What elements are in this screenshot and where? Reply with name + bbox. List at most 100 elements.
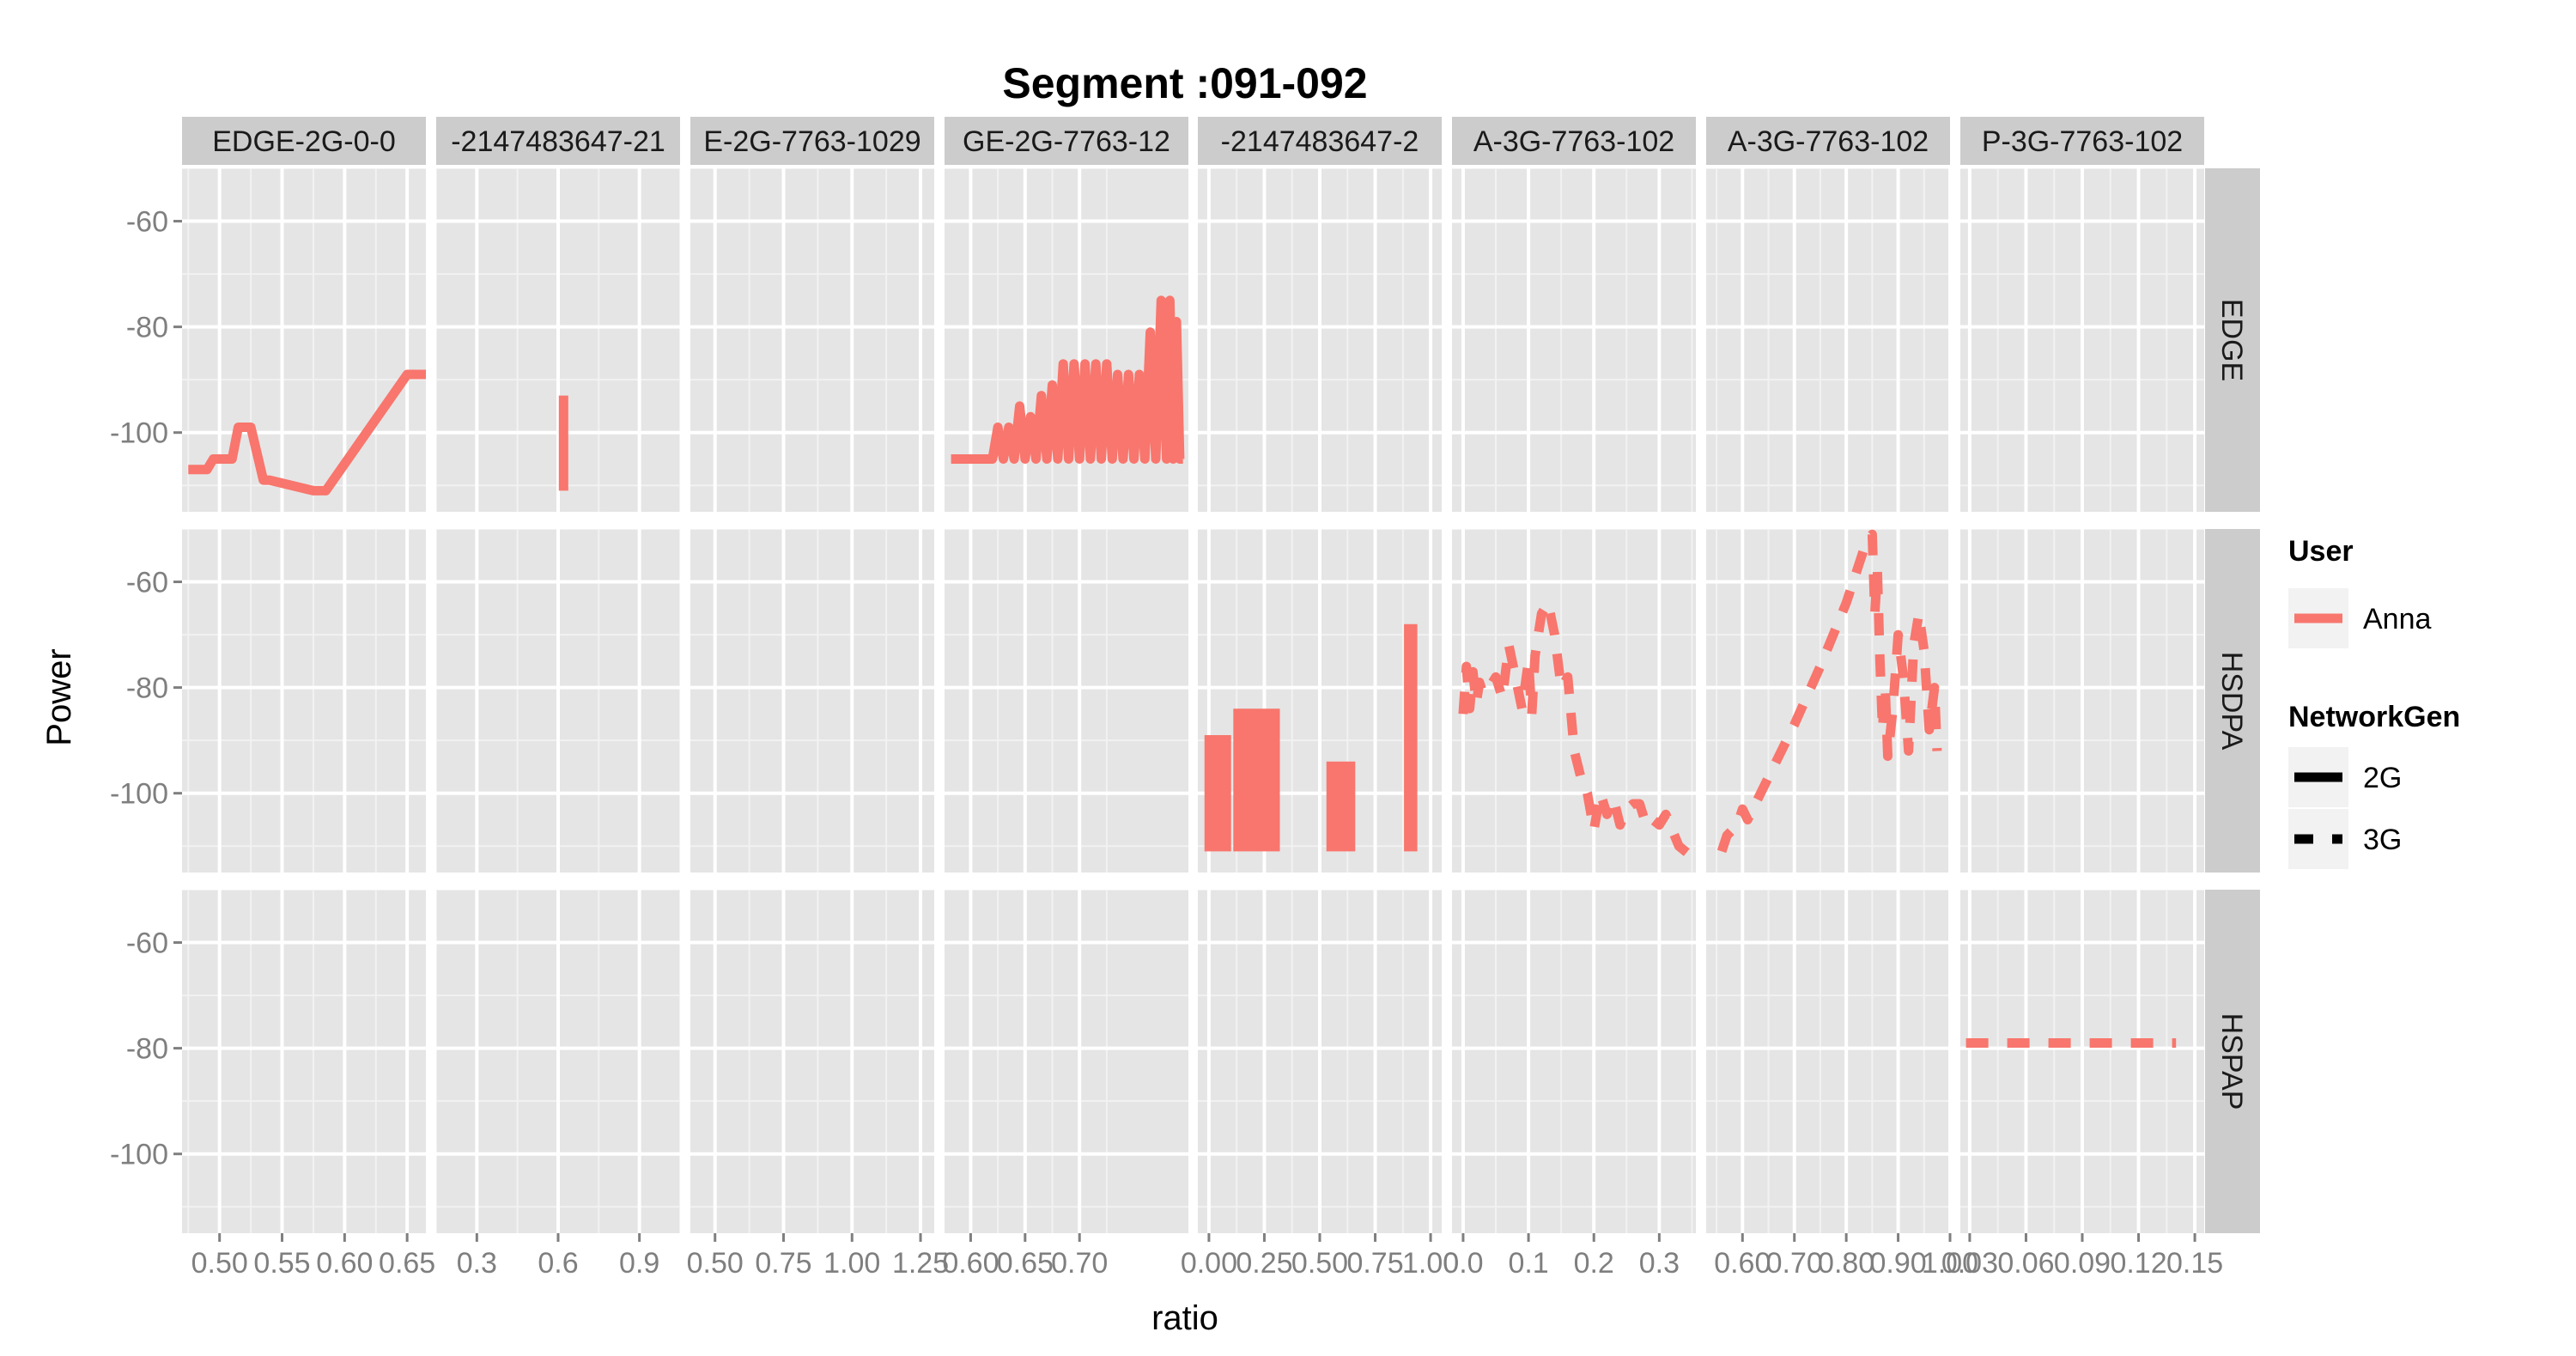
data-band <box>1326 761 1356 852</box>
x-tick-label: 0.50 <box>191 1247 248 1280</box>
data-line <box>1716 529 1942 854</box>
panel-r2-c3 <box>945 890 1188 1233</box>
panel-r1-c5 <box>1452 529 1696 873</box>
panel-r1-c0 <box>182 529 426 873</box>
column-strip-label: GE-2G-7763-12 <box>963 125 1170 158</box>
column-strip-label: P-3G-7763-102 <box>1982 125 2183 158</box>
strip-background <box>436 117 680 165</box>
x-tick-label: 0.70 <box>1766 1247 1823 1280</box>
panel-r0-c7 <box>1960 168 2204 512</box>
series-anna-3g-r1-c6 <box>1716 529 1942 854</box>
data-band <box>1404 623 1418 852</box>
x-tick-label: 1.25 <box>892 1247 949 1280</box>
row-strip-hspap: HSPAP <box>2205 890 2260 1233</box>
chart-title: Segment :091-092 <box>1002 59 1367 107</box>
row-strip-label: HSDPA <box>2215 652 2248 751</box>
panel-background <box>945 529 1188 873</box>
column-strip-label: EDGE-2G-0-0 <box>212 125 396 158</box>
strip-background <box>690 117 934 165</box>
row-strip-hsdpa: HSDPA <box>2205 529 2260 873</box>
panel-r0-c1 <box>436 168 680 512</box>
column-strip-label: -2147483647-21 <box>451 125 665 158</box>
x-tick-label: 0.25 <box>1236 1247 1292 1280</box>
x-tick-label: 0.90 <box>1869 1247 1926 1280</box>
strip-background <box>1960 117 2204 165</box>
x-tick-label: 0.3 <box>1639 1247 1680 1280</box>
x-tick-label: 0.2 <box>1574 1247 1614 1280</box>
column-strip-3: GE-2G-7763-12 <box>945 117 1188 165</box>
column-strip-label: E-2G-7763-1029 <box>703 125 920 158</box>
y-tick-label: -60 <box>126 927 168 960</box>
x-tick-label: 0.6 <box>538 1247 578 1280</box>
y-tick-label: -80 <box>126 1033 168 1066</box>
strip-background <box>1198 117 1442 165</box>
panel-background <box>945 890 1188 1233</box>
x-tick-label: 0.70 <box>1051 1247 1108 1280</box>
data-band <box>1233 708 1280 852</box>
series-anna-2g-r0-c3 <box>951 295 1185 464</box>
x-axis-label: ratio <box>1151 1299 1218 1337</box>
x-tick-label: 0.80 <box>1818 1247 1874 1280</box>
y-tick-label: -80 <box>126 312 168 344</box>
panel-r1-c2 <box>690 529 934 873</box>
panel-r2-c6 <box>1706 890 1950 1233</box>
panel-background <box>1452 529 1696 873</box>
column-strip-label: A-3G-7763-102 <box>1473 125 1674 158</box>
legend-3g-label: 3G <box>2363 824 2402 856</box>
panel-r1-c3 <box>945 529 1188 873</box>
panel-r2-c0 <box>182 890 426 1233</box>
column-strip-5: A-3G-7763-102 <box>1452 117 1696 165</box>
data-line <box>951 295 1185 464</box>
row-strip-label: EDGE <box>2215 299 2248 381</box>
x-tick-label: 0.12 <box>2110 1247 2166 1280</box>
x-tick-label: 0.06 <box>1997 1247 2054 1280</box>
column-strip-6: A-3G-7763-102 <box>1706 117 1950 165</box>
panel-r2-c2 <box>690 890 934 1233</box>
panel-background <box>1706 890 1950 1233</box>
panel-background <box>182 529 426 873</box>
series-anna-2g-r0-c0 <box>188 369 426 496</box>
x-tick-label: 0.15 <box>2166 1247 2223 1280</box>
panels-layer <box>182 168 2204 1233</box>
panel-r0-c4 <box>1198 168 1442 512</box>
x-tick-label: 0.60 <box>1714 1247 1771 1280</box>
series-anna-3g-r1-c5 <box>1458 598 1695 860</box>
series-layer <box>188 295 2177 1048</box>
panel-r2-c1 <box>436 890 680 1233</box>
column-strip-4: -2147483647-2 <box>1198 117 1442 165</box>
strips-layer: EDGE-2G-0-0 -2147483647-21 E-2G-7763-1029 G… <box>182 117 2260 1233</box>
column-strip-7: P-3G-7763-102 <box>1960 117 2204 165</box>
y-tick-label: -60 <box>126 206 168 239</box>
column-strip-2: E-2G-7763-1029 <box>690 117 934 165</box>
strip-background <box>2205 168 2260 512</box>
x-tick-label: 0.60 <box>942 1247 999 1280</box>
series-anna-3g-r1-c4 <box>1204 623 1418 852</box>
x-tick-label: 0.03 <box>1941 1247 1998 1280</box>
panel-background <box>690 529 934 873</box>
y-axis-label: Power <box>40 648 78 745</box>
panel-r0-c5 <box>1452 168 1696 512</box>
legend-networkgen-title: NetworkGen <box>2288 701 2460 733</box>
column-strip-label: -2147483647-2 <box>1221 125 1419 158</box>
panel-r2-c5 <box>1452 890 1696 1233</box>
x-tick-label: 0.60 <box>316 1247 373 1280</box>
x-tick-label: 1.00 <box>1922 1247 1978 1280</box>
x-tick-label: 0.65 <box>997 1247 1054 1280</box>
strip-background <box>1452 117 1696 165</box>
legend-anna-label: Anna <box>2363 603 2431 635</box>
x-tick-label: 0.00 <box>1181 1247 1237 1280</box>
x-tick-label: 0.9 <box>619 1247 659 1280</box>
panel-background <box>182 890 426 1233</box>
panel-r0-c6 <box>1706 168 1950 512</box>
strip-background <box>2205 529 2260 873</box>
x-tick-label: 0.3 <box>457 1247 497 1280</box>
x-tick-label: 0.09 <box>2054 1247 2111 1280</box>
x-tick-label: 0.50 <box>687 1247 744 1280</box>
strip-background <box>945 117 1188 165</box>
panel-background <box>690 168 934 512</box>
panel-r2-c4 <box>1198 890 1442 1233</box>
x-tick-label: 0.0 <box>1443 1247 1483 1280</box>
x-tick-label: 0.65 <box>379 1247 435 1280</box>
